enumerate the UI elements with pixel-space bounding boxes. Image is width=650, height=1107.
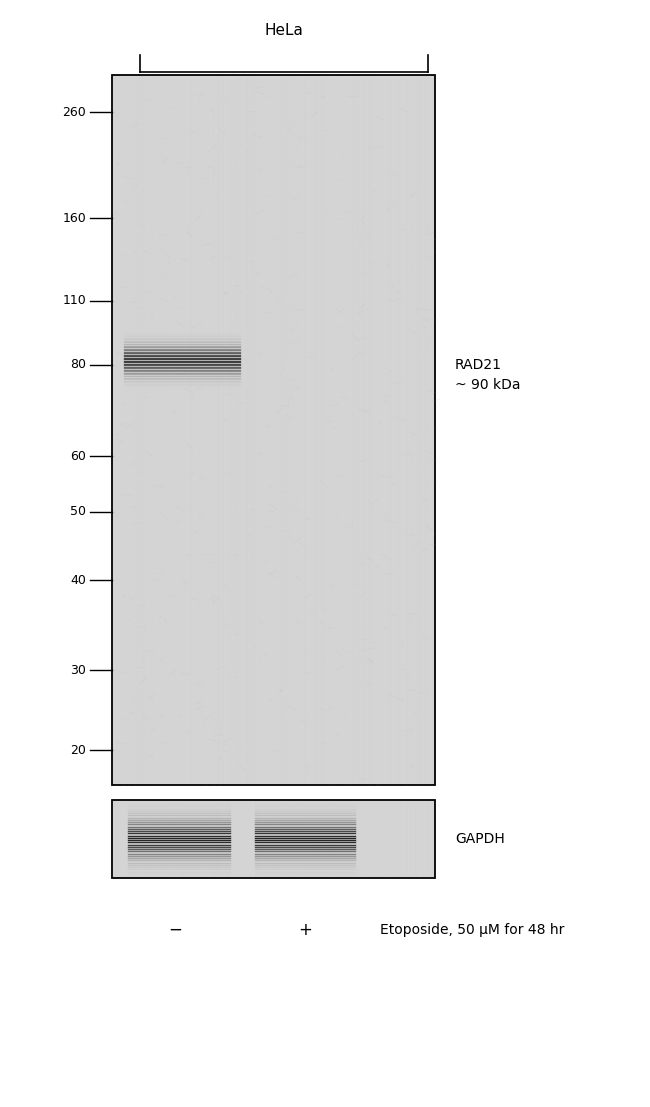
Text: 260: 260: [62, 105, 86, 118]
Text: 60: 60: [70, 449, 86, 463]
Text: +: +: [298, 921, 312, 939]
Text: HeLa: HeLa: [265, 23, 304, 38]
Text: RAD21
~ 90 kDa: RAD21 ~ 90 kDa: [455, 358, 521, 392]
Text: 40: 40: [70, 573, 86, 587]
Text: 160: 160: [62, 211, 86, 225]
Bar: [112, 75, 435, 785]
Text: 30: 30: [70, 663, 86, 676]
Text: −: −: [168, 921, 182, 939]
Text: 20: 20: [70, 744, 86, 756]
Text: GAPDH: GAPDH: [455, 832, 505, 846]
Text: 80: 80: [70, 359, 86, 372]
Text: Etoposide, 50 μM for 48 hr: Etoposide, 50 μM for 48 hr: [380, 923, 564, 937]
Text: 110: 110: [62, 294, 86, 308]
Bar: [112, 800, 435, 878]
Text: 50: 50: [70, 506, 86, 518]
